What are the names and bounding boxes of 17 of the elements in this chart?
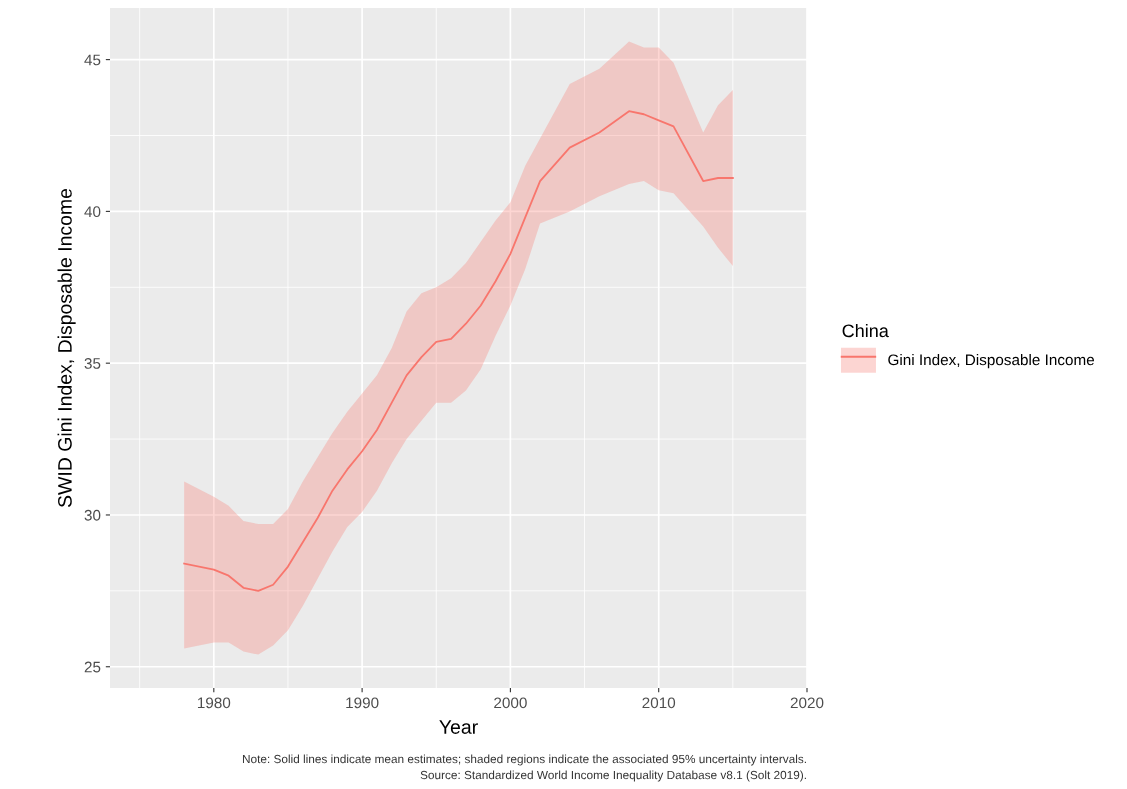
y-tick-label: 45 (84, 54, 101, 66)
y-tick-label: 40 (84, 206, 101, 218)
x-tick-label: 2010 (642, 697, 676, 709)
x-tick-label: 1990 (346, 697, 379, 709)
y-tick-label: 25 (84, 661, 101, 673)
x-tick-label: 2000 (494, 697, 527, 709)
y-tick-label: 30 (84, 509, 101, 521)
x-tick-label: 1980 (197, 697, 231, 709)
x-tick-label: 2020 (790, 697, 824, 709)
y-tick-label: 35 (84, 358, 101, 369)
legend-title: China (842, 323, 889, 338)
source-note: Source: Standardized World Income Inequality Database v8.1 (Solt 2019). (420, 770, 806, 782)
line-series (183, 110, 734, 592)
legend-label: Gini Index, Disposable Income (888, 354, 1095, 369)
text: Note: Solid lines indicate mean estimates; shaded regions indicate the associated 95% uncertainty intervals. (242, 754, 806, 766)
x-axis-title: Year (439, 720, 478, 734)
y-axis-title: SWID Gini Index, Disposable Income (57, 188, 76, 508)
